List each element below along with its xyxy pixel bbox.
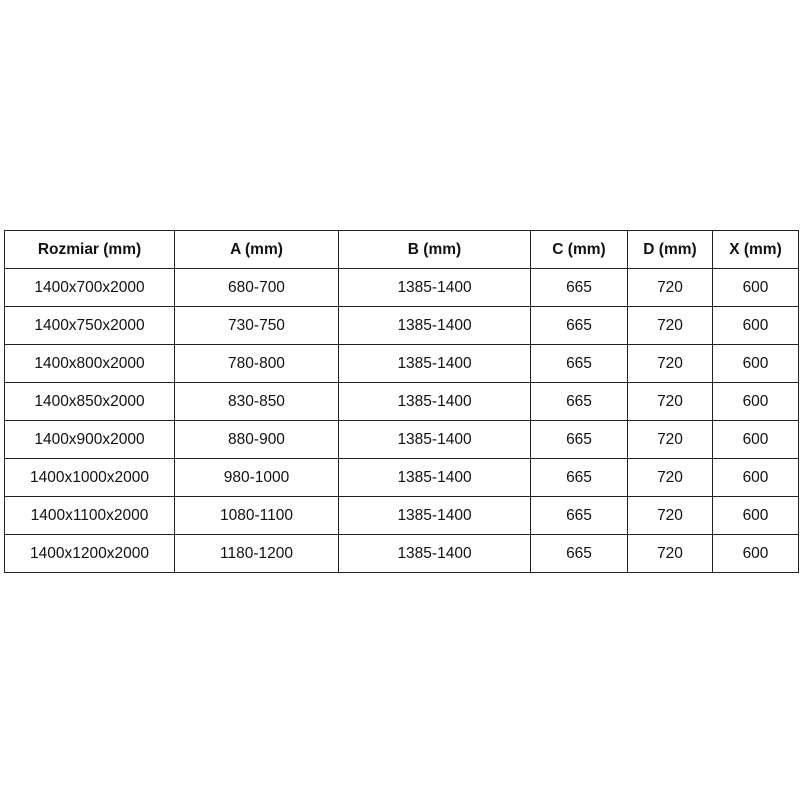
cell-c: 665 [530, 382, 628, 421]
cell-size: 1400x1100x2000 [4, 496, 175, 535]
cell-c: 665 [530, 496, 628, 535]
column-header-b: B (mm) [338, 230, 531, 269]
table-row: 1400x750x2000 730-750 1385-1400 665 720 600 [4, 306, 799, 345]
cell-size: 1400x850x2000 [4, 382, 175, 421]
cell-x: 600 [712, 458, 799, 497]
cell-size: 1400x700x2000 [4, 268, 175, 307]
cell-a: 1180-1200 [174, 534, 339, 573]
cell-c: 665 [530, 344, 628, 383]
cell-b: 1385-1400 [338, 496, 531, 535]
cell-d: 720 [627, 496, 713, 535]
column-header-size: Rozmiar (mm) [4, 230, 175, 269]
cell-a: 680-700 [174, 268, 339, 307]
cell-c: 665 [530, 268, 628, 307]
cell-d: 720 [627, 382, 713, 421]
cell-x: 600 [712, 344, 799, 383]
table-row: 1400x850x2000 830-850 1385-1400 665 720 600 [4, 382, 799, 421]
cell-b: 1385-1400 [338, 534, 531, 573]
cell-b: 1385-1400 [338, 268, 531, 307]
column-header-c: C (mm) [530, 230, 628, 269]
cell-a: 730-750 [174, 306, 339, 345]
cell-x: 600 [712, 268, 799, 307]
cell-c: 665 [530, 420, 628, 459]
cell-a: 980-1000 [174, 458, 339, 497]
table-row: 1400x700x2000 680-700 1385-1400 665 720 600 [4, 268, 799, 307]
cell-x: 600 [712, 382, 799, 421]
cell-size: 1400x900x2000 [4, 420, 175, 459]
cell-c: 665 [530, 458, 628, 497]
cell-d: 720 [627, 306, 713, 345]
cell-size: 1400x800x2000 [4, 344, 175, 383]
cell-b: 1385-1400 [338, 458, 531, 497]
cell-d: 720 [627, 268, 713, 307]
column-header-x: X (mm) [712, 230, 799, 269]
table-row: 1400x800x2000 780-800 1385-1400 665 720 600 [4, 344, 799, 383]
cell-x: 600 [712, 420, 799, 459]
table-row: 1400x1200x2000 1180-1200 1385-1400 665 720 60… [4, 534, 799, 573]
cell-size: 1400x1200x2000 [4, 534, 175, 573]
cell-size: 1400x750x2000 [4, 306, 175, 345]
table-row: 1400x1100x2000 1080-1100 1385-1400 665 720 60… [4, 496, 799, 535]
cell-b: 1385-1400 [338, 420, 531, 459]
cell-d: 720 [627, 344, 713, 383]
cell-d: 720 [627, 534, 713, 573]
cell-a: 1080-1100 [174, 496, 339, 535]
cell-size: 1400x1000x2000 [4, 458, 175, 497]
cell-b: 1385-1400 [338, 306, 531, 345]
column-header-a: A (mm) [174, 230, 339, 269]
cell-x: 600 [712, 534, 799, 573]
cell-c: 665 [530, 306, 628, 345]
dimensions-table: Rozmiar (mm) A (mm) B (mm) C (mm) D (mm) X (m… [4, 230, 799, 573]
cell-a: 780-800 [174, 344, 339, 383]
cell-b: 1385-1400 [338, 382, 531, 421]
cell-b: 1385-1400 [338, 344, 531, 383]
table-row: 1400x900x2000 880-900 1385-1400 665 720 600 [4, 420, 799, 459]
cell-d: 720 [627, 458, 713, 497]
cell-x: 600 [712, 496, 799, 535]
column-header-d: D (mm) [627, 230, 713, 269]
cell-x: 600 [712, 306, 799, 345]
cell-a: 880-900 [174, 420, 339, 459]
cell-a: 830-850 [174, 382, 339, 421]
cell-d: 720 [627, 420, 713, 459]
header-row: Rozmiar (mm) A (mm) B (mm) C (mm) D (mm) X (m… [4, 230, 799, 269]
table-row: 1400x1000x2000 980-1000 1385-1400 665 720 600 [4, 458, 799, 497]
cell-c: 665 [530, 534, 628, 573]
